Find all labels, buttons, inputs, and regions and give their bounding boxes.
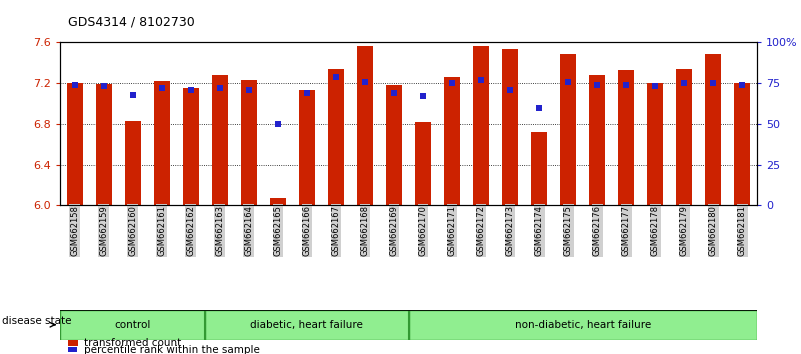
Text: GSM662177: GSM662177	[622, 205, 630, 256]
Bar	[60, 310, 205, 340]
Point	[300, 90, 313, 96]
Bar	[154, 81, 170, 205]
Point	[649, 84, 662, 89]
Bar	[590, 75, 606, 205]
Point	[707, 80, 720, 86]
Bar	[618, 70, 634, 205]
Bar	[444, 77, 460, 205]
Bar	[502, 48, 518, 205]
Point	[533, 105, 545, 110]
Point	[736, 82, 749, 88]
Point	[678, 80, 690, 86]
Point	[155, 85, 168, 91]
Text: GSM662174: GSM662174	[535, 205, 544, 256]
Point	[475, 77, 488, 83]
Point	[388, 90, 400, 96]
Point	[359, 79, 372, 84]
Point	[329, 74, 342, 80]
Point	[562, 79, 574, 84]
Point	[504, 87, 517, 92]
Point	[417, 93, 429, 99]
Bar	[735, 83, 751, 205]
Text: GSM662172: GSM662172	[477, 205, 485, 256]
Point	[68, 82, 81, 88]
Text: GSM662176: GSM662176	[593, 205, 602, 256]
Text: diabetic, heart failure: diabetic, heart failure	[251, 320, 364, 330]
Point	[213, 85, 226, 91]
Text: GSM662180: GSM662180	[709, 205, 718, 256]
Bar	[241, 80, 257, 205]
Point	[445, 80, 458, 86]
Bar	[95, 84, 111, 205]
Text: GSM662170: GSM662170	[419, 205, 428, 256]
Text: GSM662167: GSM662167	[332, 205, 340, 256]
Bar	[68, 340, 78, 346]
Point	[591, 82, 604, 88]
Bar	[415, 122, 431, 205]
Text: GSM662178: GSM662178	[651, 205, 660, 256]
Point	[243, 87, 256, 92]
Point	[272, 121, 284, 127]
Bar	[328, 69, 344, 205]
Text: percentile rank within the sample: percentile rank within the sample	[84, 344, 260, 354]
Bar	[676, 69, 692, 205]
Text: GSM662158: GSM662158	[70, 205, 79, 256]
Text: GSM662165: GSM662165	[273, 205, 282, 256]
Bar	[357, 46, 373, 205]
Text: GSM662161: GSM662161	[157, 205, 166, 256]
Bar	[473, 46, 489, 205]
Text: transformed count: transformed count	[84, 338, 181, 348]
Bar	[205, 310, 409, 340]
Point	[97, 84, 110, 89]
Text: GSM662168: GSM662168	[360, 205, 369, 256]
Text: GSM662164: GSM662164	[244, 205, 253, 256]
Point	[127, 92, 139, 97]
Bar	[68, 347, 77, 352]
Bar	[66, 83, 83, 205]
Bar	[409, 310, 757, 340]
Bar	[386, 85, 402, 205]
Bar	[125, 121, 141, 205]
Text: GSM662181: GSM662181	[738, 205, 747, 256]
Text: non-diabetic, heart failure: non-diabetic, heart failure	[514, 320, 651, 330]
Text: GSM662175: GSM662175	[564, 205, 573, 256]
Text: GSM662159: GSM662159	[99, 205, 108, 256]
Text: GSM662163: GSM662163	[215, 205, 224, 256]
Bar	[299, 90, 315, 205]
Text: GSM662173: GSM662173	[505, 205, 514, 256]
Point	[620, 82, 633, 88]
Point	[184, 87, 197, 92]
Text: GSM662179: GSM662179	[680, 205, 689, 256]
Text: GDS4314 / 8102730: GDS4314 / 8102730	[68, 15, 195, 28]
Text: GSM662160: GSM662160	[128, 205, 137, 256]
Text: GSM662171: GSM662171	[448, 205, 457, 256]
Text: GSM662166: GSM662166	[303, 205, 312, 256]
Bar	[706, 54, 722, 205]
Bar	[270, 198, 286, 205]
Text: disease state: disease state	[2, 316, 71, 326]
Bar	[183, 88, 199, 205]
Bar	[211, 75, 227, 205]
Text: control: control	[115, 320, 151, 330]
Text: GSM662162: GSM662162	[187, 205, 195, 256]
Bar	[531, 132, 547, 205]
Bar	[647, 83, 663, 205]
Text: GSM662169: GSM662169	[389, 205, 398, 256]
Bar	[560, 54, 576, 205]
